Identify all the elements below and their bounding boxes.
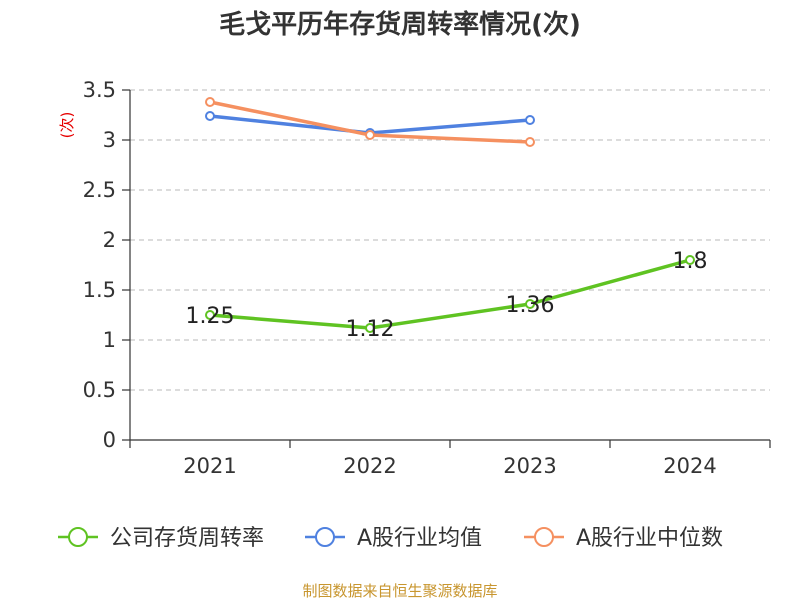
y-tick-label: 1: [103, 328, 116, 352]
legend-label: 公司存货周转率: [110, 526, 264, 551]
grid-lines: [130, 89, 770, 391]
data-point: [205, 310, 215, 320]
axes: 0 0.5 1 1.5 2 2.5 3 3.5 2021 2022 2023 2024: [83, 78, 771, 478]
data-point: [525, 115, 535, 125]
legend-swatch-marker: [68, 527, 88, 547]
legend-swatch-marker: [315, 527, 335, 547]
data-point: [525, 299, 535, 309]
data-label: 1.12: [346, 317, 395, 342]
chart-title: 毛戈平历年存货周转率情况(次): [219, 9, 581, 40]
x-tick-label: 2024: [663, 454, 716, 478]
legend-label: A股行业中位数: [576, 526, 723, 551]
data-point: [205, 97, 215, 107]
legend: 公司存货周转率 A股行业均值 A股行业中位数: [58, 526, 723, 551]
legend-label: A股行业均值: [357, 526, 482, 551]
data-point: [525, 137, 535, 147]
y-axis-label: (次): [58, 112, 76, 139]
data-point: [365, 130, 375, 140]
data-point: [365, 323, 375, 333]
x-tick-label: 2021: [183, 454, 236, 478]
series-line-0: [208, 258, 692, 330]
data-point: [685, 255, 695, 265]
legend-swatch-marker: [534, 527, 554, 547]
series-layer: [205, 97, 695, 333]
y-tick-label: 3: [103, 128, 116, 152]
x-tick-label: 2023: [503, 454, 556, 478]
y-tick-label: 2.5: [83, 178, 116, 202]
y-tick-label: 3.5: [83, 78, 116, 102]
x-tick-label: 2022: [343, 454, 396, 478]
y-tick-label: 1.5: [83, 278, 116, 302]
data-label: 1.25: [186, 304, 235, 329]
source-note: 制图数据来自恒生聚源数据库: [302, 582, 497, 600]
y-tick-label: 0.5: [83, 378, 116, 402]
data-labels: 1.25 1.12 1.36 1.8: [186, 249, 708, 342]
data-label: 1.8: [673, 249, 708, 274]
data-label: 1.36: [506, 293, 555, 318]
y-tick-label: 0: [103, 428, 116, 452]
data-point: [205, 111, 215, 121]
y-tick-label: 2: [103, 228, 116, 252]
